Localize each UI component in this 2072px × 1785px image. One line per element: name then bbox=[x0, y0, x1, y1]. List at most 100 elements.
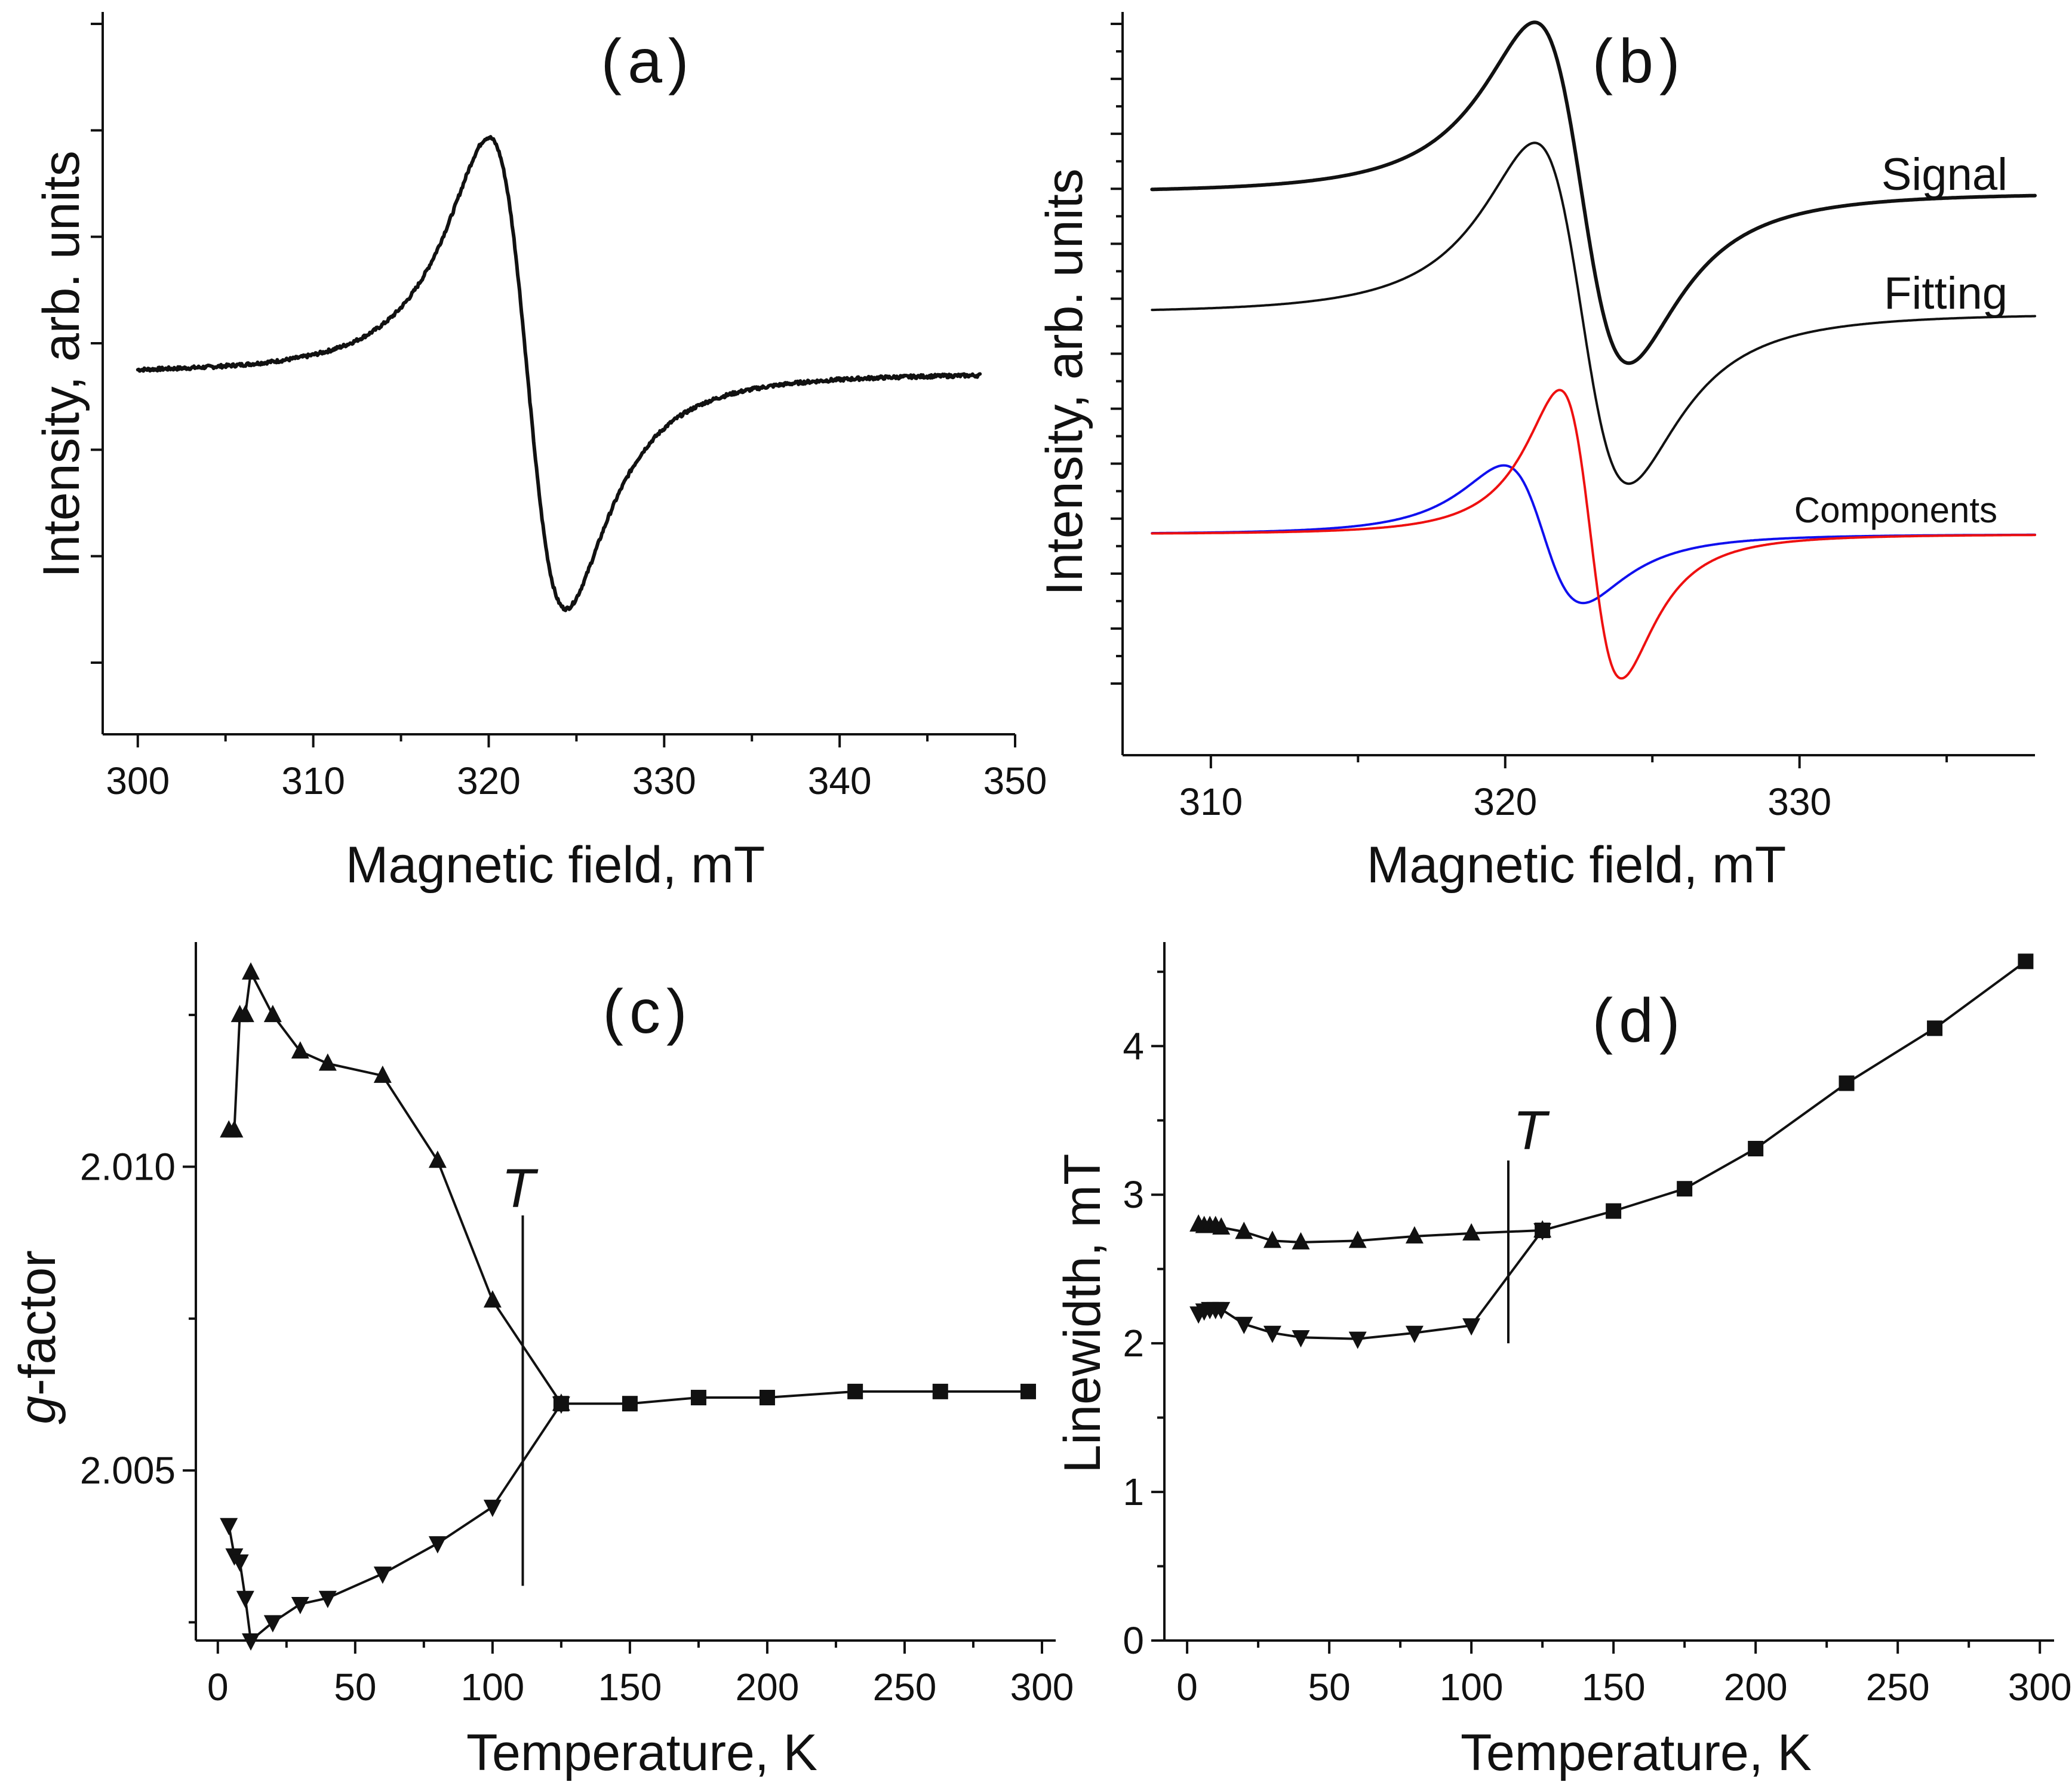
panel-c-point-high-temperature-4 bbox=[847, 1383, 863, 1399]
panel-b-x-axis-label: Magnetic field, mT bbox=[1367, 836, 1787, 894]
panel-c-point-high-temperature-3 bbox=[759, 1390, 775, 1406]
panel-d-y-tick-label-0: 0 bbox=[1123, 1619, 1144, 1662]
panel-c-point-upper-branch-8 bbox=[373, 1065, 392, 1083]
panel-d-x-tick-label-3: 150 bbox=[1582, 1666, 1646, 1709]
panel-a-x-tick-label-2: 320 bbox=[457, 759, 521, 802]
panel-d-point-lower-branch-9 bbox=[1405, 1325, 1424, 1343]
panel-d-y-tick-label-2: 2 bbox=[1123, 1322, 1144, 1365]
panel-d-x-axis-label: Temperature, K bbox=[1461, 1724, 1812, 1781]
panel-a: (a) 300 310 320 330 340 350 Magnetic field, m… bbox=[33, 12, 1047, 894]
panel-c-point-lower-branch-3 bbox=[236, 1590, 254, 1608]
panel-c-x-tick-label-6: 300 bbox=[1010, 1666, 1074, 1709]
panel-d-point-high-temperature-6 bbox=[2018, 953, 2034, 970]
panel-d-axes: 0 50 100 150 200 250 300 0 1 2 3 4 bbox=[1123, 942, 2072, 1709]
panel-c-y-axis-label-rest: -factor bbox=[9, 1250, 66, 1396]
panel-a-x-tick-label-1: 310 bbox=[281, 759, 345, 802]
panel-d-point-lower-branch-10 bbox=[1462, 1318, 1481, 1336]
panel-c-x-tick-label-1: 50 bbox=[334, 1666, 376, 1709]
panel-c-axes: 0 50 100 150 200 250 300 2.005 2.010 bbox=[80, 942, 1074, 1709]
panel-d-point-high-temperature-4 bbox=[1839, 1075, 1855, 1091]
panel-c-point-lower-branch-5 bbox=[263, 1615, 282, 1633]
panel-c-point-lower-branch-6 bbox=[291, 1596, 309, 1614]
panel-b-axes: 310 320 330 bbox=[1111, 12, 2035, 823]
panel-b-curves bbox=[1150, 20, 2037, 680]
panel-c-point-upper-branch-10 bbox=[483, 1290, 502, 1308]
panel-a-curve-signal bbox=[136, 135, 982, 613]
panel-d-y-axis-label: Linewidth, mT bbox=[1054, 1153, 1111, 1473]
panel-d-series bbox=[1189, 953, 2034, 1349]
panel-d-point-lower-branch-4 bbox=[1212, 1301, 1231, 1319]
panel-d-x-tick-label-0: 0 bbox=[1176, 1666, 1198, 1709]
panel-b-x-tick-label-2: 330 bbox=[1767, 780, 1831, 823]
panel-d-y-tick-label-1: 1 bbox=[1123, 1470, 1144, 1513]
panel-d-point-lower-branch-8 bbox=[1348, 1331, 1367, 1349]
panel-c-point-upper-branch-9 bbox=[428, 1150, 447, 1168]
panel-a-x-tick-label-0: 300 bbox=[106, 759, 170, 802]
panel-d-point-high-temperature-5 bbox=[1927, 1020, 1943, 1036]
panel-a-y-axis-label: Intensity, arb. units bbox=[33, 150, 90, 577]
panel-b-curve-component-2 bbox=[1151, 389, 2036, 680]
panel-d-point-lower-branch-6 bbox=[1263, 1325, 1281, 1343]
panel-d-point-upper-branch-10 bbox=[1462, 1223, 1481, 1241]
panel-d-point-upper-branch-7 bbox=[1292, 1232, 1310, 1250]
panel-c-y-tick-label-1: 2.010 bbox=[80, 1145, 176, 1188]
panel-c-point-upper-branch-5 bbox=[263, 1005, 282, 1023]
panel-d-point-upper-branch-5 bbox=[1235, 1221, 1253, 1239]
panel-b-components-annotation: Components bbox=[1794, 490, 1997, 530]
panel-d-T-annotation: T bbox=[1513, 1100, 1550, 1161]
panel-c-x-tick-label-0: 0 bbox=[207, 1666, 229, 1709]
panel-c-point-high-temperature-2 bbox=[690, 1390, 706, 1406]
panel-b-curve-signal bbox=[1150, 20, 2037, 365]
panel-d-point-high-temperature-3 bbox=[1748, 1141, 1764, 1157]
panel-b-x-tick-label-1: 320 bbox=[1473, 780, 1537, 823]
panel-d-point-upper-branch-4 bbox=[1212, 1217, 1231, 1235]
panel-b: (b) 310 320 330 Signal Fitting Components … bbox=[1036, 12, 2037, 894]
panel-a-x-tick-label-3: 330 bbox=[632, 759, 696, 802]
panel-c-point-upper-branch-6 bbox=[291, 1041, 309, 1059]
panel-c-x-tick-label-4: 200 bbox=[736, 1666, 800, 1709]
panel-c-point-lower-branch-9 bbox=[428, 1536, 447, 1554]
panel-d-x-tick-label-1: 50 bbox=[1308, 1666, 1351, 1709]
panel-c-title: (c) bbox=[602, 977, 693, 1047]
panel-d-y-tick-label-3: 3 bbox=[1123, 1173, 1144, 1216]
panel-c-point-lower-branch-8 bbox=[373, 1567, 392, 1584]
panel-a-axes: 300 310 320 330 340 350 bbox=[91, 12, 1047, 802]
panel-c-point-high-temperature-0 bbox=[553, 1396, 569, 1412]
panel-c-y-tick-label-0: 2.005 bbox=[80, 1449, 176, 1492]
panel-c-x-tick-label-3: 150 bbox=[598, 1666, 662, 1709]
panel-c: (c) 0 50 100 150 200 250 300 2.005 2.010 T Tempe… bbox=[9, 942, 1074, 1781]
panel-b-y-axis-label: Intensity, arb. units bbox=[1036, 168, 1093, 595]
panel-a-x-tick-label-5: 350 bbox=[983, 759, 1047, 802]
panel-d-x-tick-label-6: 300 bbox=[2008, 1666, 2072, 1709]
panel-c-point-upper-branch-3 bbox=[236, 1005, 254, 1023]
panel-d-y-tick-label-4: 4 bbox=[1123, 1024, 1144, 1067]
panel-d-x-tick-label-5: 250 bbox=[1866, 1666, 1930, 1709]
panel-c-x-tick-label-2: 100 bbox=[460, 1666, 524, 1709]
panel-c-point-upper-branch-1 bbox=[225, 1120, 244, 1138]
panel-c-T-annotation: T bbox=[502, 1158, 539, 1219]
panel-c-x-axis-label: Temperature, K bbox=[466, 1724, 817, 1781]
panel-c-point-high-temperature-1 bbox=[622, 1396, 638, 1412]
panel-b-signal-annotation: Signal bbox=[1882, 149, 2008, 200]
panel-d-point-upper-branch-8 bbox=[1348, 1230, 1367, 1248]
panel-c-series bbox=[220, 962, 1036, 1651]
panel-d-x-tick-label-4: 200 bbox=[1724, 1666, 1788, 1709]
panel-b-fitting-annotation: Fitting bbox=[1884, 268, 2008, 319]
panel-c-point-high-temperature-5 bbox=[932, 1383, 948, 1399]
panel-c-y-axis-label: g-factor bbox=[9, 1250, 66, 1424]
panel-d-x-tick-label-2: 100 bbox=[1440, 1666, 1504, 1709]
panel-c-x-tick-label-5: 250 bbox=[873, 1666, 937, 1709]
panel-d-point-lower-branch-7 bbox=[1292, 1330, 1310, 1348]
panel-c-point-upper-branch-7 bbox=[318, 1053, 337, 1071]
panel-c-point-lower-branch-0 bbox=[220, 1518, 238, 1535]
panel-b-title: (b) bbox=[1592, 27, 1686, 96]
panel-a-title: (a) bbox=[601, 27, 694, 96]
panel-d-point-high-temperature-1 bbox=[1606, 1203, 1622, 1219]
panel-d-point-high-temperature-0 bbox=[1535, 1222, 1551, 1238]
panel-c-point-lower-branch-2 bbox=[230, 1554, 249, 1572]
panel-c-point-high-temperature-6 bbox=[1020, 1383, 1036, 1399]
panel-a-x-tick-label-4: 340 bbox=[808, 759, 872, 802]
panel-c-point-lower-branch-4 bbox=[242, 1633, 260, 1651]
